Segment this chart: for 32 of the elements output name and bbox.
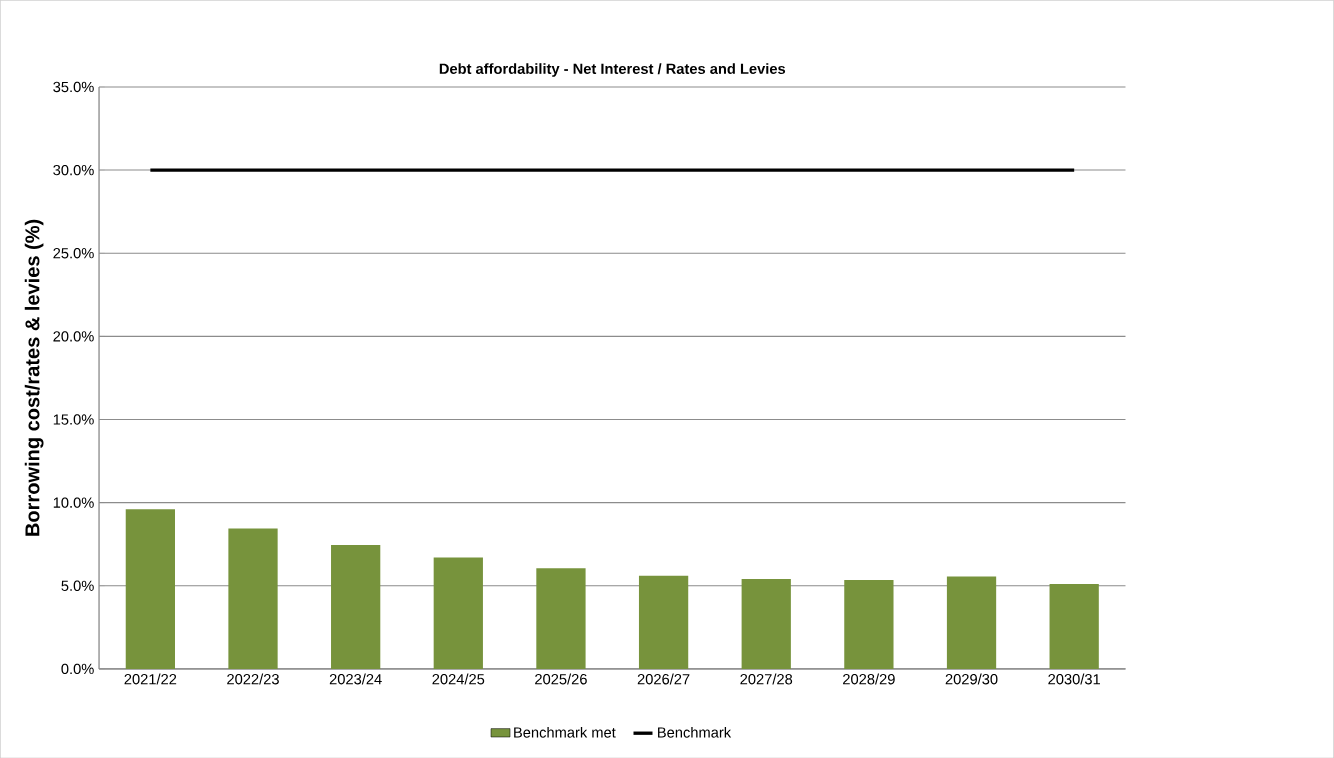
legend-label: Benchmark [658, 726, 732, 738]
bar [331, 544, 381, 669]
x-tick-label: 2025/26 [535, 673, 587, 685]
chart-title: Debt affordability - Net Interest / Rates and Levies [439, 62, 786, 77]
bar [741, 578, 791, 669]
x-tick-label: 2023/24 [329, 673, 382, 685]
bar [946, 576, 997, 669]
y-tick-label: 10.0% [53, 497, 94, 508]
x-tick-label: 2024/25 [432, 673, 485, 685]
bar [228, 528, 278, 669]
bar [536, 568, 586, 669]
y-tick-label: 30.0% [53, 164, 94, 176]
x-tick-label: 2029/30 [945, 673, 998, 685]
y-tick-label: 25.0% [53, 247, 94, 259]
legend-label: Benchmark met [514, 726, 616, 738]
bar [1049, 583, 1099, 669]
y-tick-label: 20.0% [53, 330, 94, 342]
x-tick-label: 2028/29 [843, 673, 895, 685]
y-tick-label: 5.0% [61, 580, 94, 591]
bar [844, 579, 894, 669]
y-tick-label: 15.0% [53, 414, 94, 425]
bar [433, 557, 483, 669]
y-tick-label: 35.0% [53, 81, 94, 92]
x-tick-label: 2030/31 [1048, 673, 1100, 685]
x-tick-label: 2022/23 [227, 673, 279, 685]
x-tick-label: 2021/22 [124, 673, 177, 685]
x-tick-label: 2027/28 [740, 673, 793, 685]
bar [125, 509, 175, 669]
y-axis-title: Borrowing cost/rates & levies (%) [24, 219, 44, 536]
y-tick-label: 0.0% [61, 663, 94, 674]
x-tick-label: 2026/27 [637, 673, 690, 685]
bar [638, 575, 689, 669]
